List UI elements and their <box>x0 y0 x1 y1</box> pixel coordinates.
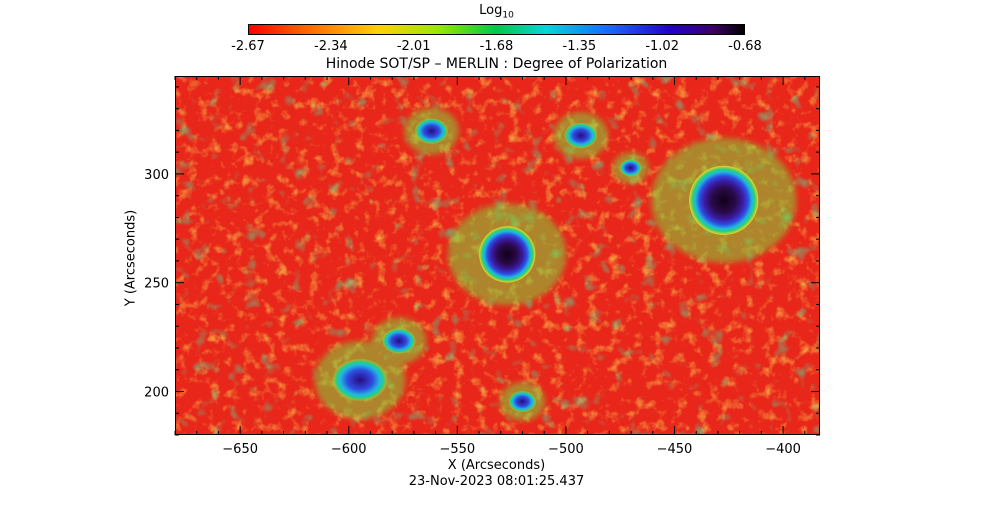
colorbar-tick-label: -2.67 <box>231 39 265 54</box>
sunspot-0 <box>689 165 759 235</box>
x-tick-label: −400 <box>765 442 801 457</box>
y-tick-label: 300 <box>144 168 169 183</box>
x-tick-label: −500 <box>548 442 584 457</box>
x-axis-label: X (Arcseconds) <box>447 458 546 473</box>
timestamp: 23-Nov-2023 08:01:25.437 <box>408 474 585 489</box>
y-axis-label: Y (Arcseconds) <box>123 209 139 307</box>
colorbar-title-text: Log <box>479 3 503 18</box>
x-tick-label: −650 <box>222 442 258 457</box>
pore-7 <box>619 159 642 177</box>
colorbar-tick-label: -1.35 <box>562 39 597 54</box>
colorbar-title-subscript: 10 <box>502 10 514 21</box>
x-tick-label: −450 <box>657 442 693 457</box>
pore-3 <box>382 327 416 354</box>
pore-6 <box>508 390 537 413</box>
polarization-map-svg <box>176 77 819 434</box>
x-tick-label: −550 <box>439 442 475 457</box>
active-region-haze <box>314 107 797 422</box>
colorbar-tick-label: -1.02 <box>645 39 679 54</box>
plot-title: Hinode SOT/SP – MERLIN : Degree of Polar… <box>325 56 668 72</box>
sunspot-1 <box>479 226 536 283</box>
pore-5 <box>414 118 449 145</box>
colorbar <box>248 24 745 35</box>
y-tick-label: 250 <box>144 277 169 292</box>
pore-2 <box>331 358 389 402</box>
colorbar-tick-label: -2.34 <box>314 39 348 54</box>
y-tick-label: 200 <box>144 385 169 400</box>
x-tick-label: −600 <box>331 442 367 457</box>
colorbar-tick-label: -0.68 <box>728 39 762 54</box>
colorbar-tick-label: -2.01 <box>396 39 431 54</box>
pore-4 <box>563 122 598 149</box>
colorbar-title: Log10 <box>0 4 993 21</box>
colorbar-tick-label: -1.68 <box>479 39 514 54</box>
polarization-map <box>175 76 820 435</box>
